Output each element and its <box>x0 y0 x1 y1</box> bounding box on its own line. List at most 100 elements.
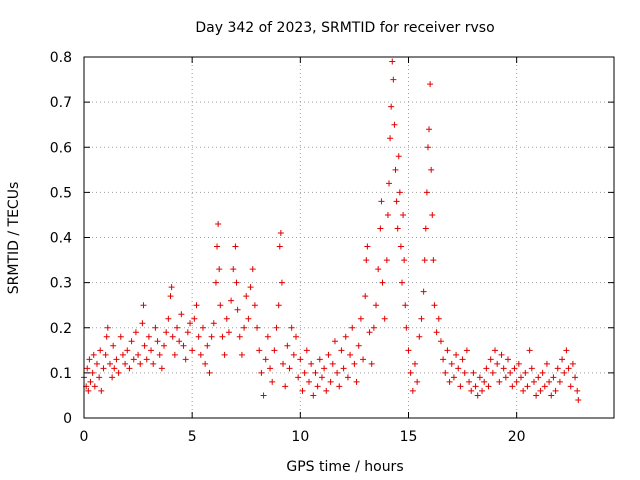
data-point <box>366 329 373 336</box>
data-point <box>340 365 347 372</box>
data-point <box>264 333 271 340</box>
data-point <box>161 342 168 349</box>
data-point <box>193 302 200 309</box>
data-point <box>481 378 488 385</box>
data-point <box>429 211 436 218</box>
data-point <box>539 369 546 376</box>
data-point <box>363 257 370 264</box>
data-point <box>533 392 540 399</box>
data-point <box>572 374 579 381</box>
data-point <box>428 166 435 173</box>
data-point <box>468 387 475 394</box>
data-point <box>128 338 135 345</box>
data-point <box>278 279 285 286</box>
data-point <box>180 342 187 349</box>
data-point <box>552 387 559 394</box>
data-point <box>303 347 310 354</box>
data-point <box>368 360 375 367</box>
data-point <box>267 365 274 372</box>
data-point <box>379 279 386 286</box>
data-point <box>485 383 492 390</box>
data-point <box>284 342 291 349</box>
data-point <box>405 347 412 354</box>
data-point <box>338 347 345 354</box>
data-point <box>96 374 103 381</box>
data-point <box>422 225 429 232</box>
data-point <box>202 360 209 367</box>
data-point <box>301 369 308 376</box>
data-point <box>435 315 442 322</box>
y-tick-label: 0.5 <box>50 185 72 201</box>
data-point <box>104 324 111 331</box>
data-point <box>87 378 94 385</box>
data-point <box>400 211 407 218</box>
data-point <box>124 347 131 354</box>
data-point <box>249 266 256 273</box>
data-point <box>507 369 514 376</box>
data-point <box>204 342 211 349</box>
data-point <box>219 333 226 340</box>
x-tick-label: 20 <box>508 429 526 445</box>
data-point <box>271 347 278 354</box>
data-point <box>156 351 163 358</box>
data-point <box>103 333 110 340</box>
data-point <box>364 243 371 250</box>
data-point <box>122 360 129 367</box>
data-point <box>530 378 537 385</box>
data-point <box>520 387 527 394</box>
data-point <box>472 383 479 390</box>
data-point <box>565 365 572 372</box>
data-point <box>375 266 382 273</box>
data-point <box>208 333 215 340</box>
y-tick-label: 0.6 <box>50 140 72 156</box>
data-point <box>403 324 410 331</box>
data-point <box>347 351 354 358</box>
data-point <box>233 279 240 286</box>
data-point <box>174 324 181 331</box>
data-point <box>500 365 507 372</box>
data-point <box>215 220 222 227</box>
data-point <box>85 387 92 394</box>
data-point <box>561 369 568 376</box>
data-point <box>234 306 241 313</box>
data-point <box>140 302 147 309</box>
data-point <box>431 302 438 309</box>
data-point <box>102 351 109 358</box>
data-point <box>329 360 336 367</box>
data-point <box>414 378 421 385</box>
data-point <box>349 324 356 331</box>
data-point <box>325 351 332 358</box>
data-point <box>455 365 462 372</box>
data-point <box>401 257 408 264</box>
data-point <box>386 180 393 187</box>
data-point <box>444 347 451 354</box>
data-point <box>409 387 416 394</box>
data-point <box>556 378 563 385</box>
data-point <box>169 333 176 340</box>
data-point <box>505 356 511 363</box>
data-point <box>543 360 550 367</box>
data-point <box>241 324 248 331</box>
data-point <box>109 374 116 381</box>
data-point <box>528 365 535 372</box>
data-point <box>479 387 486 394</box>
data-point <box>502 374 509 381</box>
data-point <box>308 360 315 367</box>
data-point <box>353 378 360 385</box>
data-point <box>212 279 219 286</box>
data-point <box>238 351 245 358</box>
data-point <box>286 365 293 372</box>
data-point <box>442 369 449 376</box>
data-point <box>276 243 283 250</box>
data-point <box>299 387 306 394</box>
data-point <box>569 360 576 367</box>
data-point <box>575 396 582 403</box>
data-point <box>126 365 133 372</box>
x-tick-label: 0 <box>80 429 89 445</box>
data-point <box>232 243 239 250</box>
data-point <box>210 320 217 327</box>
data-point <box>342 333 349 340</box>
x-axis-label: GPS time / hours <box>286 459 403 475</box>
data-point <box>509 383 516 390</box>
